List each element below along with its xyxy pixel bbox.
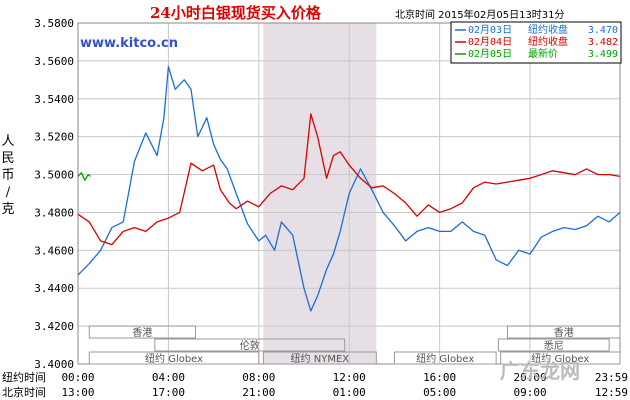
y-tick-label: 3.5600 [34,55,74,68]
legend-name: 02月05日 [468,48,512,60]
y-axis-ticks: 3.4000 3.4200 3.4400 3.4600 3.4800 3.5000 3.52… [34,17,74,371]
watermark-text: 广东龙网 [500,359,580,383]
market-bar [393,351,497,365]
y-label-char: 人 [1,134,14,149]
y-tick-label: 3.4200 [34,320,74,333]
series-line-3 [77,172,91,181]
legend-label: 纽约收盘 [528,23,568,36]
legend-label: 纽约收盘 [528,35,568,48]
x-tick-label: 04:00 [152,371,185,384]
y-label-char: 克 [1,202,14,217]
x-tick-label: 23:59 [595,371,628,384]
y-tick-label: 3.4600 [34,244,74,257]
x-tick-label: 21:00 [242,386,275,399]
legend-value: 3.470 [588,25,618,36]
x-tick-label: 12:59 [595,386,628,399]
y-label-char: / [6,185,11,200]
x-tick-label: 12:00 [333,371,366,384]
x-tick-label: 01:00 [333,386,366,399]
y-label-char: 民 [1,151,14,166]
market-label: 伦敦 [240,339,260,352]
chart-subtitle: 北京时间 2015年02月05日13时31分 [395,8,565,21]
legend-label: 最新价 [528,47,558,60]
brand-text: www.kitco.cn [80,36,178,51]
legend-box [450,21,622,64]
x-tick-label: 00:00 [61,371,94,384]
x-tick-label: 16:00 [423,371,456,384]
series-line-2 [77,113,621,246]
y-tick-label: 3.4000 [34,358,74,371]
y-tick-label: 3.5400 [34,93,74,106]
market-label: 悉尼 [544,340,564,352]
y-tick-label: 3.4800 [34,206,74,219]
y-tick-label: 3.5800 [34,17,74,30]
y-tick-label: 3.5000 [34,169,74,182]
x-tick-label: 05:00 [423,386,456,399]
market-label: 纽约 Globex [531,352,589,365]
market-label: 香港 [132,327,152,339]
y-axis-label: 人民币 / 克 [1,134,14,217]
market-label: 香港 [554,327,574,339]
market-bar [500,351,621,365]
x-axis-ticks: 纽约时间 00:00 04:00 08:00 12:00 16:00 20:00 23:59 北… [2,370,628,399]
market-bar [506,325,621,339]
market-bar [262,351,377,365]
x-row-label: 北京时间 [2,385,46,399]
x-tick-label: 20:00 [513,371,546,384]
market-bar [88,325,197,339]
market-bar [497,338,610,352]
market-label: 纽约 Globex [145,352,203,365]
x-tick-label: 09:00 [513,386,546,399]
legend-value: 3.499 [588,49,618,60]
market-label: 纽约 NYMEX [291,352,350,365]
chart-title: 24小时白银现货买入价格 [150,4,322,22]
series-line-1 [77,65,621,312]
x-tick-label: 13:00 [61,386,94,399]
market-bar [88,351,260,365]
x-tick-label: 17:00 [152,386,185,399]
y-tick-label: 3.4400 [34,282,74,295]
x-row-label: 纽约时间 [2,370,46,384]
legend-name: 02月03日 [468,24,512,36]
nymex-session-shade [263,23,377,364]
x-tick-label: 08:00 [242,371,275,384]
market-label: 纽约 Globex [416,352,474,365]
y-tick-label: 3.5200 [34,131,74,144]
series-layer [77,65,621,312]
y-label-char: 币 [1,168,14,183]
legend-value: 3.482 [588,37,618,48]
legend-name: 02月04日 [468,36,512,48]
market-bar [154,338,346,352]
